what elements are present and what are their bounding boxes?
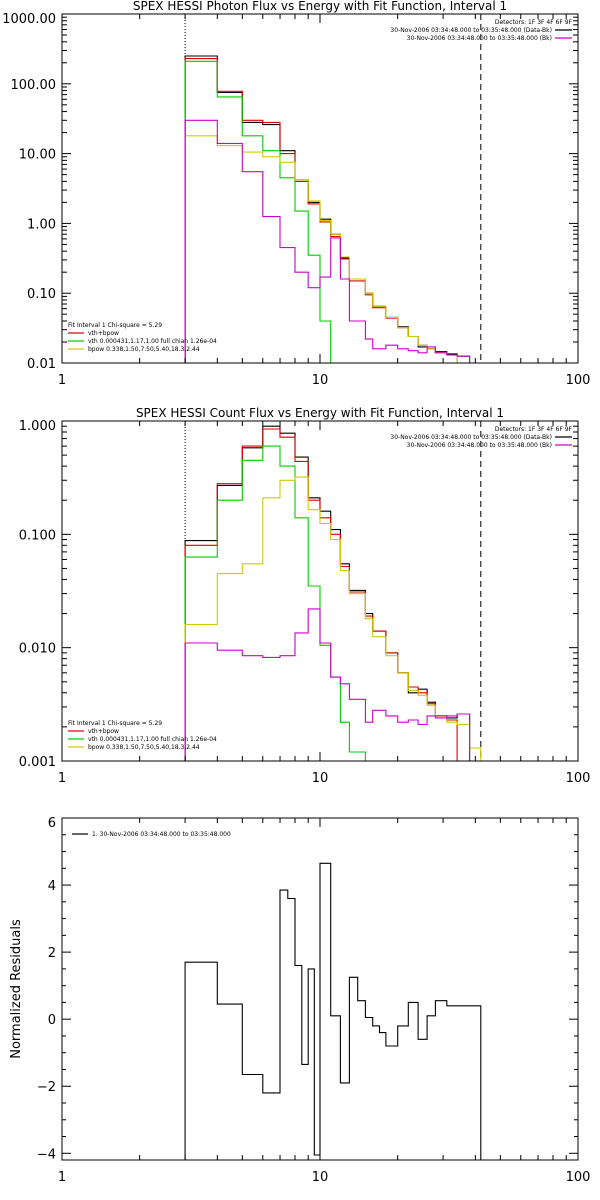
y-tick-label: 0.100 (19, 528, 56, 543)
x-tick-label: 1 (58, 1170, 66, 1185)
y-tick-label: 6 (48, 816, 56, 831)
x-tick-label: 1 (58, 771, 66, 786)
series-0-line (184, 862, 482, 1160)
y-tick-label: 100.00 (11, 78, 57, 93)
y-tick-label: 0 (48, 1013, 56, 1028)
legend-detectors: Detectors: 1F 3F 4F 6F 9F (495, 426, 573, 433)
series-2-line (184, 445, 373, 761)
y-tick-label: 0.001 (19, 755, 56, 770)
series-4-line (184, 119, 471, 363)
x-tick-label: 100 (566, 1170, 591, 1185)
legend-entry-label: vth 0.000431,1.17,1.00 full chian 1.26e-… (88, 338, 217, 345)
series-3-line (184, 476, 491, 761)
legend-entry-label: bpow 0.338,1.50,7.50,5.40,18.3,2.44 (88, 346, 200, 353)
series-1-line (184, 428, 458, 761)
y-tick-label: 0.01 (27, 357, 56, 372)
y-tick-label: 0.10 (27, 287, 56, 302)
x-tick-label: 10 (312, 373, 329, 388)
y-tick-label: 0.010 (19, 642, 56, 657)
x-tick-label: 100 (566, 373, 591, 388)
y-tick-label: 4 (48, 879, 56, 894)
series-3-line (184, 135, 491, 363)
x-tick-label: 10 (312, 1170, 329, 1185)
x-tick-label: 100 (566, 771, 591, 786)
y-tick-label: −4 (37, 1147, 56, 1162)
x-tick-label: 10 (312, 771, 329, 786)
series-4-line (184, 608, 471, 761)
series-0-line (184, 425, 471, 761)
legend-entry-label: 30-Nov-2006 03:34:48.000 to 03:35:48.000… (407, 35, 552, 42)
legend-entry-label: vth+bpow (88, 728, 119, 735)
chart-title: SPEX HESSI Photon Flux vs Energy with Fi… (133, 0, 507, 13)
legend-detectors: Detectors: 1F 3F 4F 6F 9F (495, 19, 573, 26)
y-tick-label: 10.00 (19, 148, 56, 163)
series-1-line (184, 58, 458, 363)
legend-fit-header: Fit Interval 1 Chi-square = 5.29 (68, 322, 162, 329)
y-axis-label: Normalized Residuals (9, 919, 24, 1059)
legend-entry-label: 30-Nov-2006 03:34:48.000 to 03:35:48.000… (407, 442, 552, 449)
legend-fit-header: Fit Interval 1 Chi-square = 5.29 (68, 720, 162, 727)
legend-entry-label: 30-Nov-2006 03:34:48.000 to 03:35:48.000… (390, 27, 552, 34)
series-0-line (184, 55, 471, 363)
chart-title: SPEX HESSI Count Flux vs Energy with Fit… (136, 406, 504, 420)
legend-entry-label: vth 0.000431,1.17,1.00 full chian 1.26e-… (88, 736, 217, 743)
legend-entry-label: 30-Nov-2006 03:34:48.000 to 03:35:48.000… (390, 434, 552, 441)
y-tick-label: 1000.00 (2, 12, 56, 27)
y-tick-label: 2 (48, 946, 56, 961)
legend-entry-label: vth+bpow (88, 330, 119, 337)
series-2-line (184, 60, 373, 363)
y-tick-label: 1.000 (19, 419, 56, 434)
x-tick-label: 1 (58, 373, 66, 388)
y-tick-label: −2 (37, 1080, 56, 1095)
legend-entry-label: bpow 0.338,1.50,7.50,5.40,18.3,2.44 (88, 744, 200, 751)
legend-entry-label: 1. 30-Nov-2006 03:34:48.000 to 03:35:48.… (92, 831, 231, 838)
y-tick-label: 1.00 (27, 217, 56, 232)
